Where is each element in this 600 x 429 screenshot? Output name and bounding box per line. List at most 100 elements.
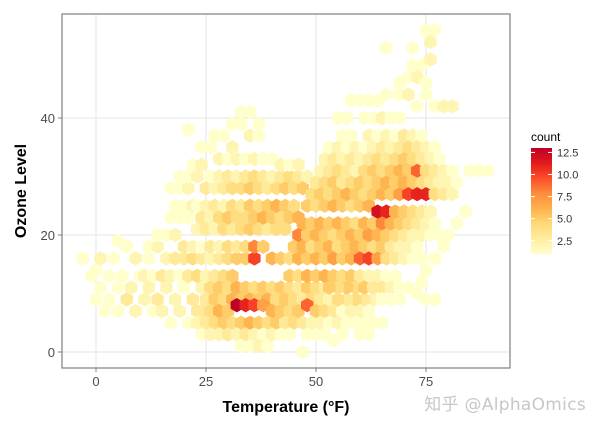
watermark: 知乎 @AlphaOmics — [424, 395, 586, 415]
hex-bin — [160, 280, 173, 295]
hex-bin — [191, 169, 204, 184]
hex-bin — [182, 210, 195, 225]
hex-bin — [257, 239, 270, 254]
hex-bin — [362, 327, 375, 342]
hex-bin — [424, 204, 437, 219]
hex-bin — [94, 251, 107, 266]
hex-bin — [446, 99, 459, 114]
hex-bin — [217, 128, 230, 143]
hex-bin — [402, 87, 415, 102]
hex-bin — [428, 251, 441, 266]
y-axis-ticks: 0 20 40 — [41, 111, 62, 360]
y-axis-title: Ozone Level — [13, 144, 30, 238]
legend-label: 7.5 — [557, 192, 572, 204]
hex-bin — [173, 303, 186, 319]
hex-bin — [182, 122, 195, 137]
hex-bin — [437, 239, 450, 254]
hex-bin — [287, 198, 301, 213]
hex-bin — [446, 163, 459, 178]
hex-bin — [428, 23, 441, 38]
x-axis-ticks: 0 25 50 75 — [92, 368, 433, 389]
hex-bin — [428, 140, 441, 155]
legend-colorbar — [531, 148, 552, 254]
x-tick-label: 50 — [309, 374, 323, 389]
hex-bin — [120, 292, 133, 307]
hex-bin — [129, 303, 142, 319]
hex-bin — [248, 251, 261, 266]
hex-bin — [279, 222, 292, 237]
hex-bin — [186, 292, 199, 307]
hex-bin — [129, 251, 142, 266]
hex-bin — [169, 292, 182, 307]
hex-bin — [235, 116, 248, 132]
legend-label: 10.0 — [557, 170, 578, 182]
hex-bin — [111, 233, 125, 249]
hex-bin — [441, 227, 455, 243]
hex-bin — [89, 292, 103, 307]
legend-label: 5.0 — [557, 214, 572, 226]
hex-bin — [362, 303, 375, 319]
x-tick-label: 0 — [92, 374, 99, 389]
hex-bin — [76, 251, 89, 266]
hex-bin — [261, 338, 274, 354]
hex-bin — [450, 216, 463, 231]
hex-bin — [169, 227, 182, 243]
hex-bin — [367, 280, 380, 295]
hex-bin — [195, 157, 208, 172]
hex-bin — [411, 239, 424, 254]
hex-bins — [76, 23, 494, 360]
hex-bin — [142, 251, 155, 266]
hex-bin — [389, 268, 402, 284]
hex-bin — [151, 239, 164, 254]
hex-bin — [424, 34, 437, 50]
x-tick-label: 25 — [199, 374, 213, 389]
hex-bin — [116, 268, 129, 284]
hex-bin — [226, 140, 239, 155]
hex-bin — [243, 105, 257, 120]
hex-bin — [428, 292, 441, 307]
legend-labels: 2.5 5.0 7.5 10.0 12.5 — [531, 147, 578, 248]
hex-bin — [125, 280, 138, 295]
hex-bin — [481, 163, 494, 178]
hex-bin — [415, 251, 428, 266]
hex-bin — [323, 280, 336, 295]
x-axis-title: Temperature (°F) — [222, 399, 349, 416]
x-tick-label: 75 — [419, 374, 433, 389]
hex-bin — [155, 303, 169, 319]
hex-bin — [111, 280, 125, 295]
hex-bin — [292, 157, 305, 172]
hex-bin — [142, 280, 155, 295]
hex-bin — [94, 280, 107, 295]
hex-bin — [433, 151, 446, 167]
hex-bin — [296, 344, 309, 360]
hex-bin — [380, 40, 393, 55]
hex-bin — [380, 87, 393, 102]
hex-bin — [204, 140, 217, 155]
hex-bin — [164, 315, 177, 330]
hex-bin — [419, 87, 433, 102]
hex-bin — [428, 216, 441, 231]
hex-bin — [345, 128, 358, 143]
plot-panel-border — [61, 13, 511, 369]
y-tick-label: 20 — [41, 228, 55, 243]
hex-bin — [177, 280, 191, 295]
hex-bin — [415, 274, 428, 289]
hex-bin — [411, 99, 424, 114]
hex-bin — [419, 262, 433, 278]
hex-bin — [103, 292, 116, 307]
hex-bin — [419, 75, 433, 91]
hex-bin — [103, 268, 116, 284]
hex-bin — [226, 268, 239, 284]
y-tick-label: 40 — [41, 111, 55, 126]
hex-bin — [252, 116, 265, 132]
hex-bin — [424, 52, 437, 67]
color-legend: count 2.5 5.0 7.5 10.0 12.5 — [531, 130, 578, 254]
hex-bin — [446, 186, 459, 202]
hex-bin — [89, 262, 103, 278]
hex-bin — [459, 204, 472, 219]
hex-bin — [331, 292, 345, 307]
hex-bin — [252, 128, 265, 143]
legend-title: count — [531, 130, 561, 144]
hex-bin — [375, 315, 389, 330]
hex-bin — [336, 327, 349, 342]
